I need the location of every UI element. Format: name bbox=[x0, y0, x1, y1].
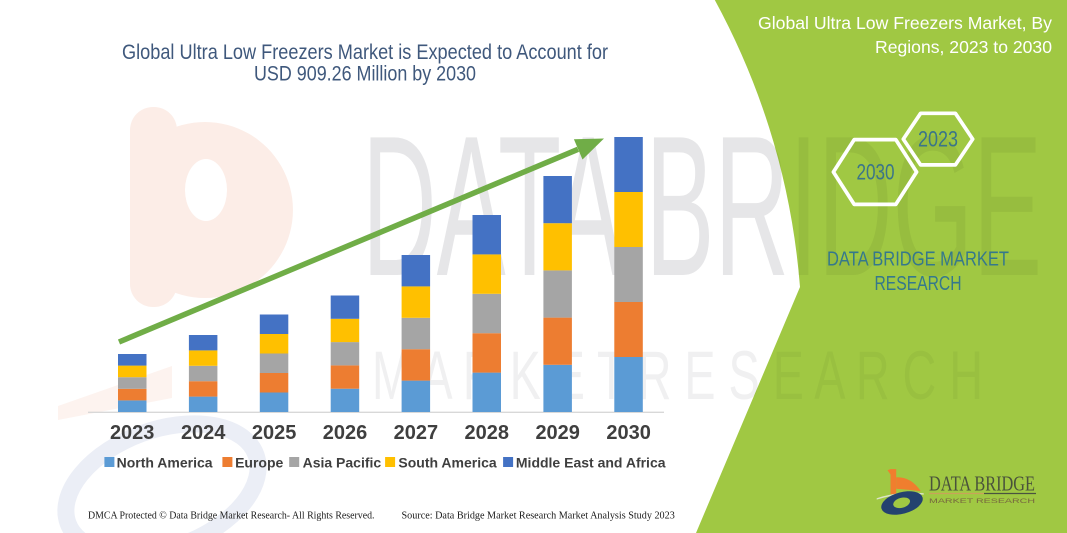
svg-text:2025: 2025 bbox=[252, 422, 297, 444]
svg-text:Asia Pacific: Asia Pacific bbox=[303, 455, 382, 471]
svg-text:RESEARCH: RESEARCH bbox=[875, 273, 962, 295]
svg-text:DATA BRIDGE: DATA BRIDGE bbox=[929, 472, 1035, 496]
svg-text:2028: 2028 bbox=[465, 422, 510, 444]
svg-text:DMCA Protected © Data Bridge M: DMCA Protected © Data Bridge Market Rese… bbox=[88, 510, 375, 522]
svg-text:2030: 2030 bbox=[606, 422, 651, 444]
svg-text:2023: 2023 bbox=[918, 127, 958, 152]
svg-text:Global Ultra Low Freezers Mark: Global Ultra Low Freezers Market, By bbox=[758, 13, 1052, 33]
svg-text:Europe: Europe bbox=[235, 455, 283, 471]
svg-text:USD 909.26 Million by 2030: USD 909.26 Million by 2030 bbox=[254, 63, 476, 86]
svg-text:South America: South America bbox=[398, 455, 496, 471]
svg-text:2026: 2026 bbox=[323, 422, 368, 444]
svg-text:DATA BRIDGE MARKET: DATA BRIDGE MARKET bbox=[827, 249, 1009, 271]
svg-text:Regions, 2023 to 2030: Regions, 2023 to 2030 bbox=[875, 37, 1052, 57]
svg-text:Global Ultra Low Freezers Mark: Global Ultra Low Freezers Market is Expe… bbox=[122, 41, 608, 64]
svg-text:2024: 2024 bbox=[181, 422, 226, 444]
svg-text:MARKET RESEARCH: MARKET RESEARCH bbox=[929, 499, 1035, 505]
svg-text:Source: Data Bridge Market Res: Source: Data Bridge Market Research Mark… bbox=[402, 510, 676, 522]
svg-text:Middle East and Africa: Middle East and Africa bbox=[516, 455, 666, 471]
svg-text:North America: North America bbox=[117, 455, 213, 471]
svg-text:2029: 2029 bbox=[535, 422, 580, 444]
svg-text:2027: 2027 bbox=[394, 422, 439, 444]
svg-text:2030: 2030 bbox=[857, 159, 895, 184]
svg-text:2023: 2023 bbox=[110, 422, 155, 444]
